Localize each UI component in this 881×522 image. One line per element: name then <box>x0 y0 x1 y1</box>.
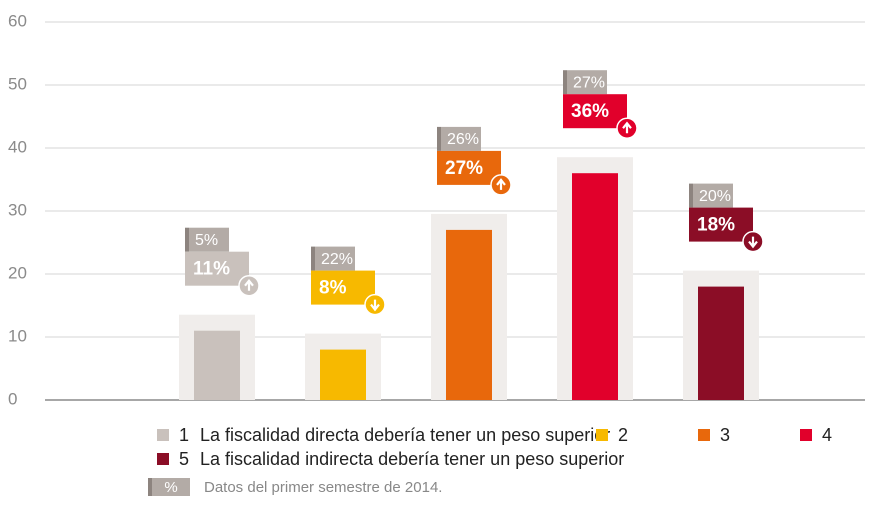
bar <box>572 173 618 400</box>
previous-label: 26% <box>447 131 479 148</box>
previous-label: 27% <box>573 74 605 91</box>
value-box <box>563 94 627 129</box>
previous-box <box>693 183 733 208</box>
trend-arrow <box>496 178 506 190</box>
bar <box>446 229 492 400</box>
previous-edge <box>185 227 189 252</box>
footnote-text: Datos del primer semestre de 2014. <box>204 479 442 496</box>
legend-label: 3 <box>720 425 730 445</box>
trend-arrow <box>244 278 254 291</box>
footnote-edge <box>148 478 152 496</box>
previous-box <box>567 70 607 95</box>
previous-label: 20% <box>699 188 731 205</box>
previous-edge <box>311 246 315 271</box>
y-tick-label: 30 <box>8 200 27 219</box>
value-label: 36% <box>571 101 609 122</box>
legend-swatch <box>157 429 169 441</box>
bar <box>194 330 240 400</box>
value-label: 18% <box>697 215 735 236</box>
footnote-box <box>152 478 190 496</box>
y-tick-label: 10 <box>8 326 27 345</box>
legend-label: 4 <box>822 425 832 445</box>
value-box <box>311 270 375 305</box>
value-box <box>437 150 501 185</box>
legend-swatch <box>698 429 710 441</box>
trend-arrow <box>622 121 632 134</box>
previous-box <box>441 126 481 151</box>
legend-description: La fiscalidad indirecta debería tener un… <box>200 449 624 469</box>
footnote-symbol: % <box>164 479 177 496</box>
y-tick-label: 40 <box>8 137 27 156</box>
value-label: 11% <box>193 259 230 280</box>
previous-box <box>315 246 355 271</box>
previous-edge <box>563 70 567 95</box>
value-box <box>185 251 249 286</box>
trend-arrow <box>748 236 758 249</box>
legend-label: 1 <box>179 425 189 445</box>
legend-description: La fiscalidad directa debería tener un p… <box>200 425 610 445</box>
value-label: 8% <box>319 278 347 299</box>
legend-swatch <box>157 453 169 465</box>
previous-label: 22% <box>321 251 353 268</box>
trend-arrow <box>370 299 380 312</box>
bar <box>320 349 366 400</box>
previous-label: 5% <box>195 232 218 249</box>
y-tick-label: 60 <box>8 11 27 30</box>
legend-label: 5 <box>179 449 189 469</box>
previous-edge <box>437 126 441 151</box>
value-label: 27% <box>445 158 483 179</box>
previous-edge <box>689 183 693 208</box>
y-tick-label: 20 <box>8 263 27 282</box>
y-tick-label: 0 <box>8 389 17 408</box>
legend-label: 2 <box>618 425 628 445</box>
bar <box>698 286 744 400</box>
legend-swatch <box>800 429 812 441</box>
previous-box <box>189 227 229 252</box>
value-box <box>689 207 753 242</box>
y-tick-label: 50 <box>8 74 27 93</box>
legend-swatch <box>596 429 608 441</box>
